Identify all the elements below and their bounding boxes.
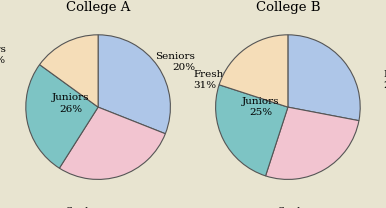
Wedge shape <box>26 65 98 168</box>
Wedge shape <box>288 35 360 121</box>
Wedge shape <box>216 85 288 176</box>
Text: Sophomores
28%: Sophomores 28% <box>65 207 131 208</box>
Text: Sophomores
27%: Sophomores 27% <box>277 207 342 208</box>
Wedge shape <box>219 35 288 107</box>
Text: Seniors
15%: Seniors 15% <box>0 45 5 65</box>
Text: Freshmen
28%: Freshmen 28% <box>383 70 386 90</box>
Wedge shape <box>98 35 170 134</box>
Text: Juniors
26%: Juniors 26% <box>52 93 90 114</box>
Title: College B: College B <box>256 1 320 14</box>
Title: College A: College A <box>66 1 130 14</box>
Text: Juniors
25%: Juniors 25% <box>242 97 279 117</box>
Wedge shape <box>59 107 165 180</box>
Text: Freshmen
31%: Freshmen 31% <box>193 70 247 90</box>
Wedge shape <box>40 35 98 107</box>
Text: Seniors
20%: Seniors 20% <box>156 52 195 72</box>
Wedge shape <box>266 107 359 180</box>
